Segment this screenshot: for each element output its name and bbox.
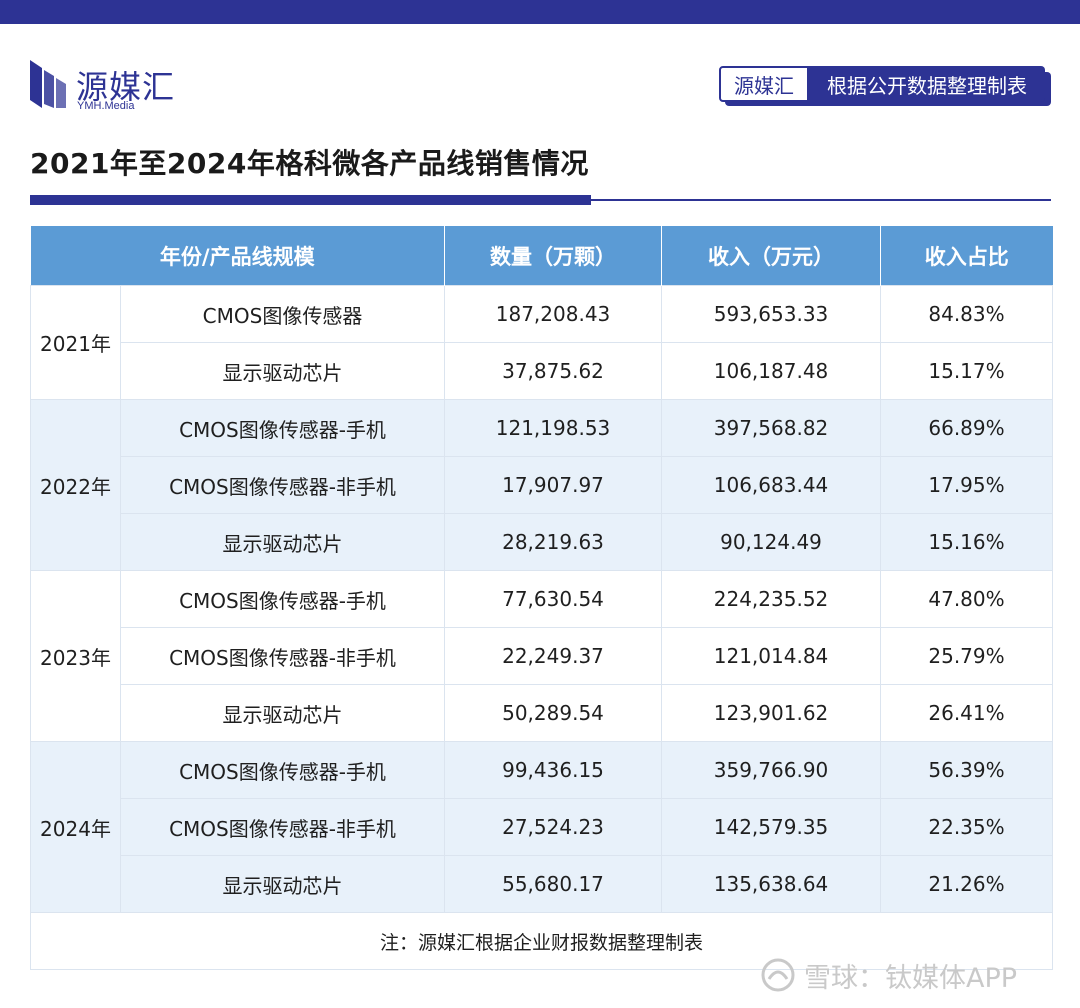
- product-cell: CMOS图像传感器-手机: [119, 399, 446, 457]
- brand-name: 源媒汇: [76, 68, 176, 106]
- quantity-cell: 50,289.54: [444, 684, 663, 742]
- brand-mark-icon: [30, 60, 66, 108]
- table-row: CMOS图像传感器-非手机 27,524.23 142,579.35 22.35…: [31, 798, 1054, 856]
- quantity-cell: 17,907.97: [444, 456, 663, 514]
- product-cell: CMOS图像传感器-非手机: [119, 627, 446, 685]
- product-cell: 显示驱动芯片: [119, 513, 446, 571]
- quantity-cell: 77,630.54: [444, 570, 663, 628]
- header-ratio: 收入占比: [880, 226, 1053, 286]
- watermark-text: 雪球：钛媒体APP: [804, 962, 1018, 994]
- table-row: 显示驱动芯片 37,875.62 106,187.48 15.17%: [31, 342, 1054, 400]
- table-row: 2023年 CMOS图像传感器-手机 77,630.54 224,235.52 …: [30, 570, 1054, 742]
- quantity-cell: 22,249.37: [444, 627, 663, 685]
- year-cell: 2024年: [30, 741, 121, 913]
- table-note: 注：源媒汇根据企业财报数据整理制表: [29, 912, 1054, 970]
- revenue-cell: 106,187.48: [661, 342, 882, 400]
- top-bar: [0, 0, 1080, 24]
- header-quantity: 数量（万颗）: [444, 226, 663, 286]
- badge-brand: 源媒汇: [719, 66, 809, 102]
- snowball-icon: [761, 958, 795, 992]
- note-row: 注：源媒汇根据企业财报数据整理制表: [29, 912, 1054, 970]
- year-cell: 2022年: [30, 399, 121, 571]
- quantity-cell: 121,198.53: [444, 399, 663, 457]
- product-cell: CMOS图像传感器-非手机: [119, 456, 446, 514]
- brand-subtitle: YMH.Media: [77, 100, 135, 112]
- ratio-cell: 84.83%: [880, 285, 1054, 343]
- sales-table: 年份/产品线规模 数量（万颗） 收入（万元） 收入占比 2021年 CMOS图像…: [29, 226, 1054, 970]
- table-row: 2024年 CMOS图像传感器-手机 99,436.15 359,766.90 …: [30, 741, 1054, 913]
- header-year-product: 年份/产品线规模: [30, 226, 446, 286]
- ratio-cell: 66.89%: [880, 399, 1054, 457]
- quantity-cell: 55,680.17: [444, 855, 663, 913]
- revenue-cell: 106,683.44: [661, 456, 882, 514]
- table-row: CMOS图像传感器-非手机 17,907.97 106,683.44 17.95…: [31, 456, 1054, 514]
- revenue-cell: 90,124.49: [661, 513, 882, 571]
- ratio-cell: 56.39%: [880, 741, 1054, 799]
- quantity-cell: 99,436.15: [444, 741, 663, 799]
- product-cell: CMOS图像传感器-手机: [119, 741, 446, 799]
- product-cell: CMOS图像传感器-非手机: [119, 798, 446, 856]
- header-revenue: 收入（万元）: [661, 226, 882, 286]
- table-header-row: 年份/产品线规模 数量（万颗） 收入（万元） 收入占比: [30, 226, 1053, 286]
- product-cell: CMOS图像传感器-手机: [119, 570, 446, 628]
- year-cell: 2023年: [30, 570, 121, 742]
- revenue-cell: 593,653.33: [661, 285, 882, 343]
- table-row: 2021年 CMOS图像传感器 187,208.43 593,653.33 84…: [30, 285, 1054, 400]
- revenue-cell: 121,014.84: [661, 627, 882, 685]
- ratio-cell: 21.26%: [880, 855, 1054, 913]
- product-cell: 显示驱动芯片: [119, 342, 446, 400]
- revenue-cell: 142,579.35: [661, 798, 882, 856]
- ratio-cell: 25.79%: [880, 627, 1054, 685]
- ratio-cell: 15.16%: [880, 513, 1054, 571]
- quantity-cell: 28,219.63: [444, 513, 663, 571]
- badge-caption: 根据公开数据整理制表: [809, 66, 1045, 102]
- product-cell: 显示驱动芯片: [119, 855, 446, 913]
- ratio-cell: 26.41%: [880, 684, 1054, 742]
- source-badge: 源媒汇 根据公开数据整理制表: [719, 66, 1051, 106]
- ratio-cell: 15.17%: [880, 342, 1054, 400]
- revenue-cell: 397,568.82: [661, 399, 882, 457]
- table-row: 显示驱动芯片 28,219.63 90,124.49 15.16%: [31, 513, 1054, 571]
- watermark: 雪球：钛媒体APP: [760, 955, 1017, 995]
- ratio-cell: 22.35%: [880, 798, 1054, 856]
- ratio-cell: 17.95%: [880, 456, 1054, 514]
- revenue-cell: 123,901.62: [661, 684, 882, 742]
- table-row: 显示驱动芯片 55,680.17 135,638.64 21.26%: [31, 855, 1054, 913]
- title-underline: [30, 195, 591, 205]
- revenue-cell: 135,638.64: [661, 855, 882, 913]
- table-row: 显示驱动芯片 50,289.54 123,901.62 26.41%: [31, 684, 1054, 742]
- revenue-cell: 224,235.52: [661, 570, 882, 628]
- table-row: 2022年 CMOS图像传感器-手机 121,198.53 397,568.82…: [30, 399, 1054, 571]
- product-cell: CMOS图像传感器: [119, 285, 446, 343]
- ratio-cell: 47.80%: [880, 570, 1054, 628]
- page-title: 2021年至2024年格科微各产品线销售情况: [30, 147, 589, 180]
- quantity-cell: 37,875.62: [444, 342, 663, 400]
- quantity-cell: 27,524.23: [444, 798, 663, 856]
- title-rule: [591, 199, 1051, 201]
- table-row: CMOS图像传感器-非手机 22,249.37 121,014.84 25.79…: [31, 627, 1054, 685]
- product-cell: 显示驱动芯片: [119, 684, 446, 742]
- quantity-cell: 187,208.43: [444, 285, 663, 343]
- year-cell: 2021年: [30, 285, 121, 400]
- revenue-cell: 359,766.90: [661, 741, 882, 799]
